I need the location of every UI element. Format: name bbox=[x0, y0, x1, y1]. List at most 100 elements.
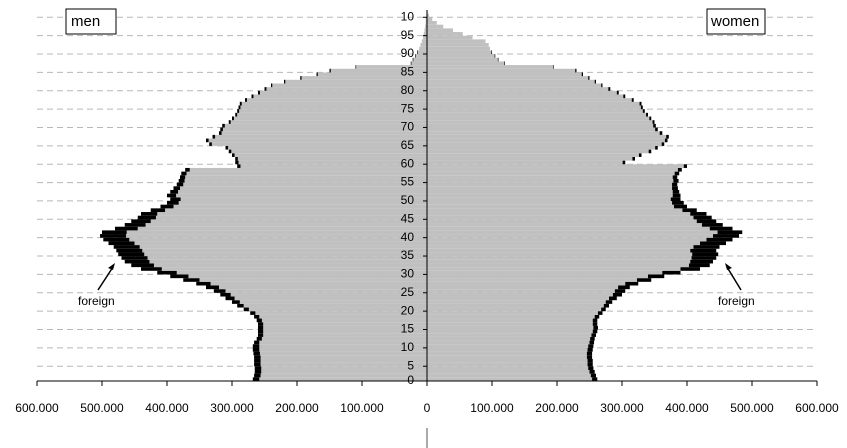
bar bbox=[239, 109, 427, 113]
y-tick-label: 80 bbox=[401, 83, 415, 97]
bar bbox=[670, 197, 681, 202]
bar bbox=[189, 167, 427, 172]
bar bbox=[300, 76, 302, 80]
bar bbox=[609, 296, 617, 301]
bar bbox=[116, 248, 143, 253]
y-tick-label: 85 bbox=[401, 65, 415, 79]
bar bbox=[646, 112, 648, 117]
bar bbox=[180, 197, 427, 202]
bar bbox=[427, 112, 647, 117]
bar bbox=[178, 178, 185, 183]
bar bbox=[147, 256, 427, 260]
bar bbox=[423, 35, 427, 40]
bar bbox=[497, 57, 499, 62]
bar bbox=[266, 87, 427, 91]
bar bbox=[427, 160, 623, 165]
bar bbox=[427, 94, 624, 99]
bar bbox=[235, 156, 238, 161]
bar bbox=[253, 94, 427, 99]
bar bbox=[593, 325, 598, 330]
bar bbox=[173, 186, 180, 190]
bar bbox=[427, 377, 593, 381]
bar bbox=[693, 215, 712, 220]
bar bbox=[603, 303, 609, 308]
bar bbox=[427, 98, 632, 102]
bar bbox=[149, 259, 427, 264]
bar bbox=[427, 204, 674, 209]
bar bbox=[230, 292, 427, 297]
bar bbox=[632, 156, 635, 161]
annotation: foreign bbox=[78, 294, 115, 308]
bar bbox=[427, 182, 673, 187]
bar bbox=[317, 72, 427, 77]
bar bbox=[594, 79, 596, 84]
bar bbox=[427, 83, 602, 88]
bar bbox=[231, 149, 427, 154]
bar bbox=[427, 278, 637, 282]
y-tick-label: 45 bbox=[401, 211, 415, 225]
bar bbox=[145, 223, 428, 227]
bar bbox=[258, 322, 264, 326]
bar bbox=[210, 281, 427, 286]
bar bbox=[672, 189, 680, 194]
bar bbox=[261, 336, 427, 341]
bar bbox=[427, 13, 429, 18]
bar bbox=[672, 182, 678, 187]
bar bbox=[183, 278, 200, 282]
bar bbox=[219, 131, 222, 135]
bar bbox=[592, 329, 598, 334]
bar bbox=[631, 98, 634, 102]
bar bbox=[427, 138, 665, 143]
bar bbox=[260, 358, 427, 363]
bar bbox=[680, 267, 700, 271]
y-tick-label: 10 bbox=[401, 9, 415, 23]
bar bbox=[126, 230, 427, 235]
y-tick-label: 90 bbox=[401, 46, 415, 60]
bar bbox=[316, 72, 318, 77]
bar bbox=[141, 267, 162, 271]
bar bbox=[662, 270, 681, 275]
bar bbox=[271, 83, 273, 88]
bar bbox=[427, 366, 589, 370]
bar bbox=[623, 94, 626, 99]
axes: 0 100.000 100.000 200.000 200.000 300.000 300.… bbox=[15, 9, 839, 415]
women-label: women bbox=[710, 13, 759, 30]
bar bbox=[355, 65, 357, 69]
y-tick-label: 70 bbox=[401, 120, 415, 134]
bar bbox=[427, 223, 702, 227]
bar bbox=[427, 311, 598, 315]
bar bbox=[256, 318, 262, 323]
bar bbox=[594, 314, 600, 319]
bar bbox=[241, 101, 427, 106]
bar bbox=[717, 230, 743, 235]
x-tick-label: 500.000 bbox=[730, 401, 774, 415]
x-tick-label: 600.000 bbox=[15, 401, 59, 415]
bar bbox=[137, 215, 156, 220]
bars bbox=[100, 10, 743, 381]
bar bbox=[415, 54, 416, 58]
bar bbox=[167, 193, 177, 198]
bar bbox=[263, 325, 427, 330]
bar bbox=[258, 329, 264, 334]
bar bbox=[150, 219, 427, 224]
bar bbox=[220, 292, 231, 297]
bar bbox=[592, 377, 598, 381]
bar bbox=[100, 234, 127, 238]
bar bbox=[272, 83, 427, 88]
bar bbox=[427, 270, 663, 275]
bar bbox=[638, 153, 642, 157]
bar bbox=[139, 245, 427, 249]
bar bbox=[427, 333, 592, 337]
bar bbox=[150, 208, 166, 213]
bar bbox=[427, 134, 667, 139]
bar bbox=[589, 369, 595, 374]
x-tick-label: 300.000 bbox=[210, 401, 254, 415]
bar bbox=[237, 164, 241, 168]
bar bbox=[625, 281, 639, 286]
bar bbox=[701, 223, 723, 227]
bar bbox=[131, 219, 151, 224]
bar bbox=[251, 94, 254, 99]
bar bbox=[587, 362, 593, 367]
bar bbox=[170, 197, 181, 202]
bar bbox=[263, 329, 427, 334]
